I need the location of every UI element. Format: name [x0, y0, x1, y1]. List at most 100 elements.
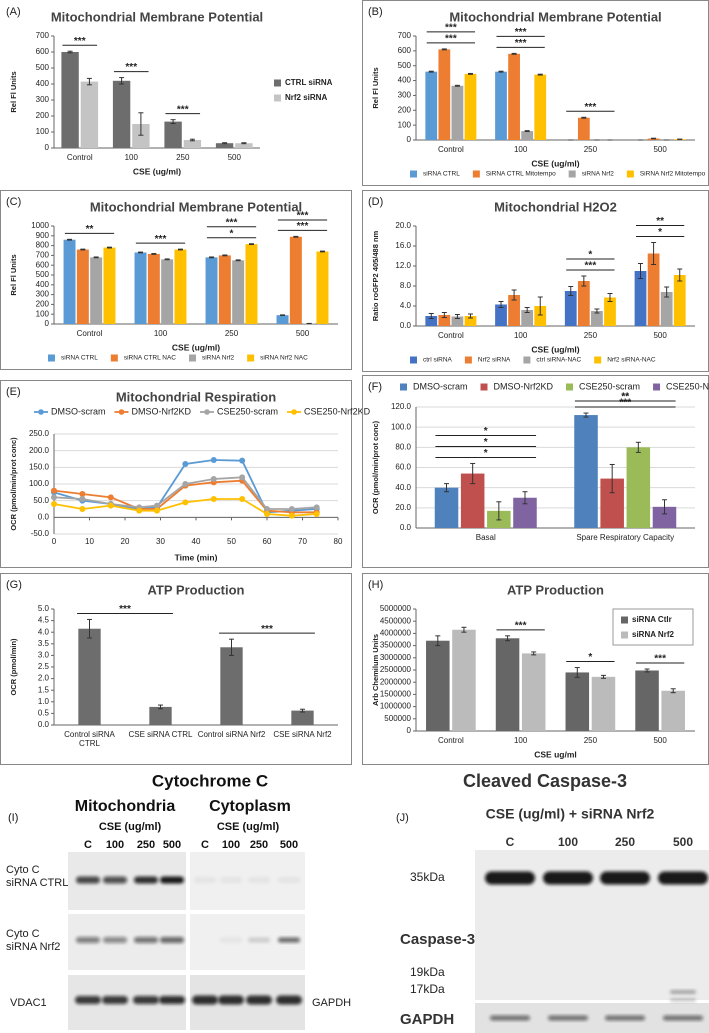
legend-swatch	[274, 79, 281, 87]
row-label: VDAC1	[10, 997, 47, 1009]
bar	[534, 306, 547, 326]
legend-label: SiRNA Nrf2 Mitotempo	[640, 171, 706, 178]
y-tick-label: 100.0	[391, 422, 412, 431]
error-bar	[119, 77, 125, 85]
y-tick-label: 200	[36, 111, 50, 120]
x-tick-label: Control	[66, 153, 93, 162]
lane-label: C	[506, 835, 515, 849]
bar	[652, 506, 677, 528]
panel-label: (E)	[6, 386, 21, 398]
blot-title: Cytochrome C	[152, 771, 268, 790]
label-box: Control siRNA CTRL	[64, 730, 115, 748]
bar	[161, 259, 174, 324]
x-tick-label: 100	[124, 153, 138, 162]
bar	[134, 252, 147, 324]
label-box: 250	[225, 329, 238, 338]
bar	[220, 647, 243, 725]
label-box: 100	[514, 331, 527, 340]
loading-label: GAPDH	[400, 1011, 454, 1028]
error-bar	[600, 674, 606, 679]
x-axis-label: CSE (ug/ml)	[172, 342, 220, 352]
bar	[76, 249, 89, 324]
significance-label: ***	[125, 62, 137, 73]
bar	[63, 239, 76, 324]
chart-title: Mitochondrial H2O2	[494, 199, 617, 214]
significance-label: ***	[297, 211, 309, 222]
y-tick-label: 4.0	[400, 301, 412, 310]
error-bar	[209, 256, 215, 259]
significance-label: ***	[515, 620, 527, 631]
bar	[565, 672, 590, 731]
bar	[291, 710, 314, 725]
point	[288, 512, 295, 519]
y-tick-label: 200	[398, 105, 412, 114]
error-bar	[441, 48, 447, 51]
lane-label: 250	[615, 835, 635, 849]
bar	[80, 81, 99, 148]
blot-band	[670, 998, 696, 1002]
significance-label: ***	[654, 654, 666, 665]
point	[239, 496, 246, 502]
label-box: 100	[154, 329, 167, 338]
legend-swatch	[410, 356, 417, 364]
significance-label: ***	[619, 398, 631, 409]
y-tick-label: 100	[398, 120, 412, 129]
x-tick-label: 20	[121, 537, 130, 546]
legend-label: SiRNA CTRL Mitotempo	[486, 171, 556, 178]
treatment-label: CSE (ug/ml)	[99, 821, 162, 833]
y-tick-label: 50.0	[33, 496, 49, 505]
y-tick-label: 500	[36, 63, 50, 72]
y-tick-label: 4500000	[380, 616, 412, 625]
error-bar	[87, 618, 92, 639]
row-label-box: Cyto C siRNA Nrf2	[6, 928, 60, 953]
label-box: 500	[653, 736, 666, 745]
error-bar	[461, 626, 467, 633]
y-axis-label: Arb Chemilum Units	[371, 634, 380, 706]
legend-swatch	[464, 356, 472, 364]
error-bar	[594, 308, 600, 314]
blot-band	[76, 876, 100, 884]
legend-label: siRNA Nrf2	[632, 630, 674, 639]
x-tick-label: Basal	[475, 533, 496, 542]
lane-label: 100	[106, 839, 124, 851]
lane-label: 500	[673, 835, 693, 849]
bar	[508, 295, 520, 326]
error-bar	[454, 314, 460, 319]
x-tick-label: 500	[653, 331, 667, 340]
x-tick-label: 250	[583, 145, 598, 154]
x-axis-label: CSE (ug/ml)	[133, 166, 181, 176]
error-bar	[151, 253, 157, 255]
y-axis-label: Rel Fl Units	[9, 71, 18, 112]
error-bar	[522, 491, 528, 505]
error-bar	[67, 50, 73, 54]
significance-label: **	[621, 392, 629, 403]
error-bar	[537, 296, 543, 316]
error-bar	[441, 312, 447, 318]
y-tick-label: 3.0	[38, 651, 50, 660]
legend-swatch	[247, 354, 255, 362]
x-tick-label: 50	[227, 537, 236, 546]
point	[210, 496, 217, 502]
point	[210, 476, 217, 482]
error-bar	[524, 130, 530, 133]
error-bar	[511, 52, 517, 55]
lane-label: 100	[558, 835, 578, 849]
blot-band	[276, 995, 302, 1005]
blot-band	[76, 937, 100, 943]
bar	[245, 244, 258, 324]
legend-label: DMSO-scram	[51, 406, 106, 416]
blot-band	[278, 937, 300, 943]
error-bar	[80, 248, 86, 251]
point	[239, 457, 246, 464]
blot-band	[134, 937, 158, 943]
x-tick-label: Control	[437, 736, 464, 745]
y-tick-label: 700	[36, 251, 50, 260]
legend-swatch	[110, 354, 118, 362]
x-tick-label: Control	[437, 331, 464, 340]
bar	[591, 311, 603, 326]
bar	[495, 71, 507, 140]
section-title: Mitochondria	[75, 798, 176, 815]
blot-band	[605, 1015, 645, 1021]
significance-label: ***	[515, 38, 527, 49]
legend-frame	[612, 608, 694, 646]
